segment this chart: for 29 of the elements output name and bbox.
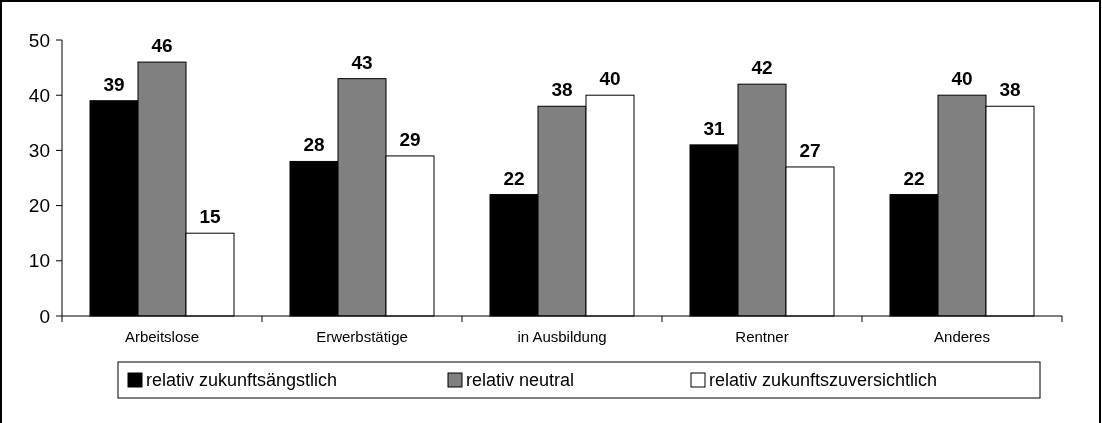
x-tick-label: Anderes [934, 328, 990, 345]
data-label: 43 [351, 51, 373, 73]
data-label: 40 [951, 68, 973, 90]
x-tick-label: Arbeitslose [124, 328, 200, 345]
data-label: 31 [703, 117, 725, 139]
data-label: 38 [551, 79, 573, 101]
x-tick-label: Rentner [735, 328, 789, 345]
data-label: 38 [999, 79, 1021, 101]
data-label: 39 [103, 73, 125, 95]
data-label: 42 [751, 57, 773, 79]
y-tick-label: 0 [39, 305, 50, 327]
x-tick-label: Erwerbstätige [316, 328, 408, 345]
y-tick-label: 20 [28, 195, 50, 217]
y-tick-label: 50 [28, 29, 50, 51]
data-label: 22 [903, 167, 925, 189]
y-tick-label: 10 [28, 250, 50, 272]
data-label: 22 [503, 167, 525, 189]
data-label: 27 [799, 139, 821, 161]
x-tick-label: in Ausbildung [517, 328, 607, 345]
data-label: 40 [599, 68, 621, 90]
y-tick-label: 30 [28, 140, 50, 162]
data-label: 46 [151, 35, 173, 57]
data-label: 29 [399, 128, 421, 150]
legend-label: relativ zukunftsängstlich [146, 370, 338, 391]
data-label: 28 [303, 134, 325, 156]
data-label: 15 [199, 206, 221, 228]
legend-label: relativ neutral [466, 370, 575, 391]
y-tick-label: 40 [28, 84, 50, 106]
legend-label: relativ zukunftszuversichtlich [709, 370, 938, 391]
